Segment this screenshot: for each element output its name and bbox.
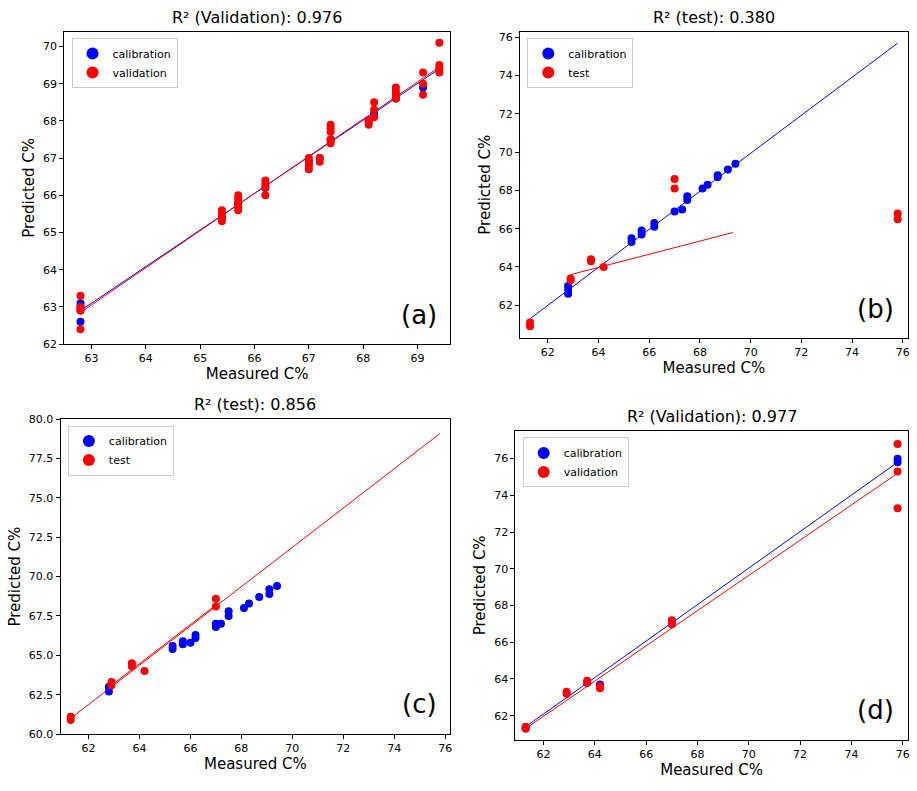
svg-text:66: 66: [183, 742, 197, 755]
svg-text:72: 72: [793, 748, 807, 761]
svg-text:70: 70: [285, 742, 299, 755]
svg-text:Predicted C%: Predicted C%: [476, 135, 494, 235]
svg-text:62.5: 62.5: [29, 689, 54, 702]
svg-text:68: 68: [690, 748, 704, 761]
svg-text:(d): (d): [857, 695, 894, 725]
svg-text:68: 68: [43, 115, 57, 128]
svg-text:62: 62: [499, 299, 513, 312]
svg-text:test: test: [568, 67, 590, 80]
svg-text:70: 70: [742, 748, 756, 761]
svg-text:76: 76: [499, 31, 513, 44]
svg-text:62: 62: [537, 748, 551, 761]
svg-text:68: 68: [356, 352, 370, 365]
svg-text:validation: validation: [113, 67, 167, 80]
svg-text:68: 68: [499, 184, 513, 197]
svg-text:64: 64: [588, 748, 602, 761]
svg-text:Predicted C%: Predicted C%: [471, 535, 489, 635]
svg-text:Measured C%: Measured C%: [660, 761, 763, 779]
svg-text:64: 64: [494, 673, 508, 686]
svg-text:62: 62: [43, 338, 57, 351]
svg-text:70: 70: [43, 40, 57, 53]
svg-text:72: 72: [499, 108, 513, 121]
svg-text:64: 64: [499, 261, 513, 274]
svg-text:Predicted C%: Predicted C%: [20, 138, 38, 238]
svg-text:75.0: 75.0: [29, 492, 54, 505]
svg-text:66: 66: [639, 748, 653, 761]
svg-text:63: 63: [84, 352, 98, 365]
svg-text:(c): (c): [402, 689, 437, 719]
svg-text:70.0: 70.0: [29, 570, 54, 583]
svg-text:calibration: calibration: [568, 48, 626, 61]
svg-text:66: 66: [499, 223, 513, 236]
svg-text:64: 64: [132, 742, 146, 755]
svg-text:65.0: 65.0: [29, 649, 54, 662]
svg-text:Predicted C%: Predicted C%: [6, 527, 24, 627]
svg-text:74: 74: [845, 346, 859, 359]
svg-text:69: 69: [43, 78, 57, 91]
svg-text:63: 63: [43, 301, 57, 314]
svg-text:65: 65: [43, 226, 57, 239]
svg-text:66: 66: [642, 346, 656, 359]
svg-text:62: 62: [82, 742, 96, 755]
svg-text:Measured C%: Measured C%: [662, 359, 765, 377]
svg-text:77.5: 77.5: [29, 452, 54, 465]
svg-text:76: 76: [896, 748, 910, 761]
svg-text:70: 70: [494, 563, 508, 576]
svg-text:68: 68: [234, 742, 248, 755]
svg-text:74: 74: [387, 742, 401, 755]
svg-text:68: 68: [693, 346, 707, 359]
svg-text:65: 65: [193, 352, 207, 365]
svg-text:72: 72: [794, 346, 808, 359]
svg-text:66: 66: [494, 636, 508, 649]
svg-text:66: 66: [43, 189, 57, 202]
svg-text:66: 66: [248, 352, 262, 365]
svg-text:76: 76: [494, 452, 508, 465]
svg-text:80.0: 80.0: [29, 413, 54, 426]
svg-text:62: 62: [494, 710, 508, 723]
svg-text:70: 70: [499, 146, 513, 159]
svg-text:64: 64: [592, 346, 606, 359]
svg-text:calibration: calibration: [564, 447, 622, 460]
svg-text:(b): (b): [857, 294, 894, 324]
svg-text:R² (test): 0.856: R² (test): 0.856: [194, 395, 316, 414]
svg-text:calibration: calibration: [109, 435, 167, 448]
svg-text:(a): (a): [401, 300, 437, 330]
svg-text:calibration: calibration: [113, 48, 171, 61]
svg-text:R² (test): 0.380: R² (test): 0.380: [653, 8, 775, 27]
svg-text:67.5: 67.5: [29, 610, 54, 623]
svg-text:74: 74: [844, 748, 858, 761]
svg-text:69: 69: [411, 352, 425, 365]
svg-text:60.0: 60.0: [29, 728, 54, 741]
svg-text:R² (Validation): 0.976: R² (Validation): 0.976: [172, 8, 342, 27]
svg-text:64: 64: [43, 264, 57, 277]
svg-text:Measured C%: Measured C%: [206, 365, 309, 383]
svg-text:74: 74: [494, 489, 508, 502]
svg-text:74: 74: [499, 69, 513, 82]
svg-text:test: test: [109, 454, 131, 467]
svg-text:68: 68: [494, 599, 508, 612]
svg-text:67: 67: [43, 152, 57, 165]
svg-text:62: 62: [541, 346, 555, 359]
svg-text:64: 64: [139, 352, 153, 365]
svg-text:validation: validation: [564, 466, 618, 479]
svg-text:76: 76: [438, 742, 452, 755]
svg-text:72: 72: [494, 526, 508, 539]
svg-text:67: 67: [302, 352, 316, 365]
svg-text:72.5: 72.5: [29, 531, 54, 544]
svg-text:R² (Validation): 0.977: R² (Validation): 0.977: [627, 407, 797, 426]
svg-text:Measured C%: Measured C%: [204, 755, 307, 773]
svg-text:76: 76: [896, 346, 910, 359]
svg-text:70: 70: [744, 346, 758, 359]
svg-text:72: 72: [336, 742, 350, 755]
